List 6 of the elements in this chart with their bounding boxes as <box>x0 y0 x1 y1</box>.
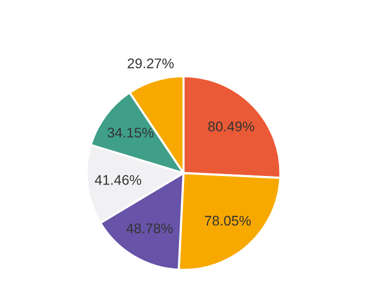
data-label: 29.27% <box>128 58 174 68</box>
data-label: 80.49% <box>208 122 254 132</box>
data-label: 34.15% <box>108 128 154 138</box>
data-label: 41.46% <box>94 175 142 185</box>
data-label: 78.05% <box>204 216 251 226</box>
data-label: 48.78% <box>126 223 173 234</box>
